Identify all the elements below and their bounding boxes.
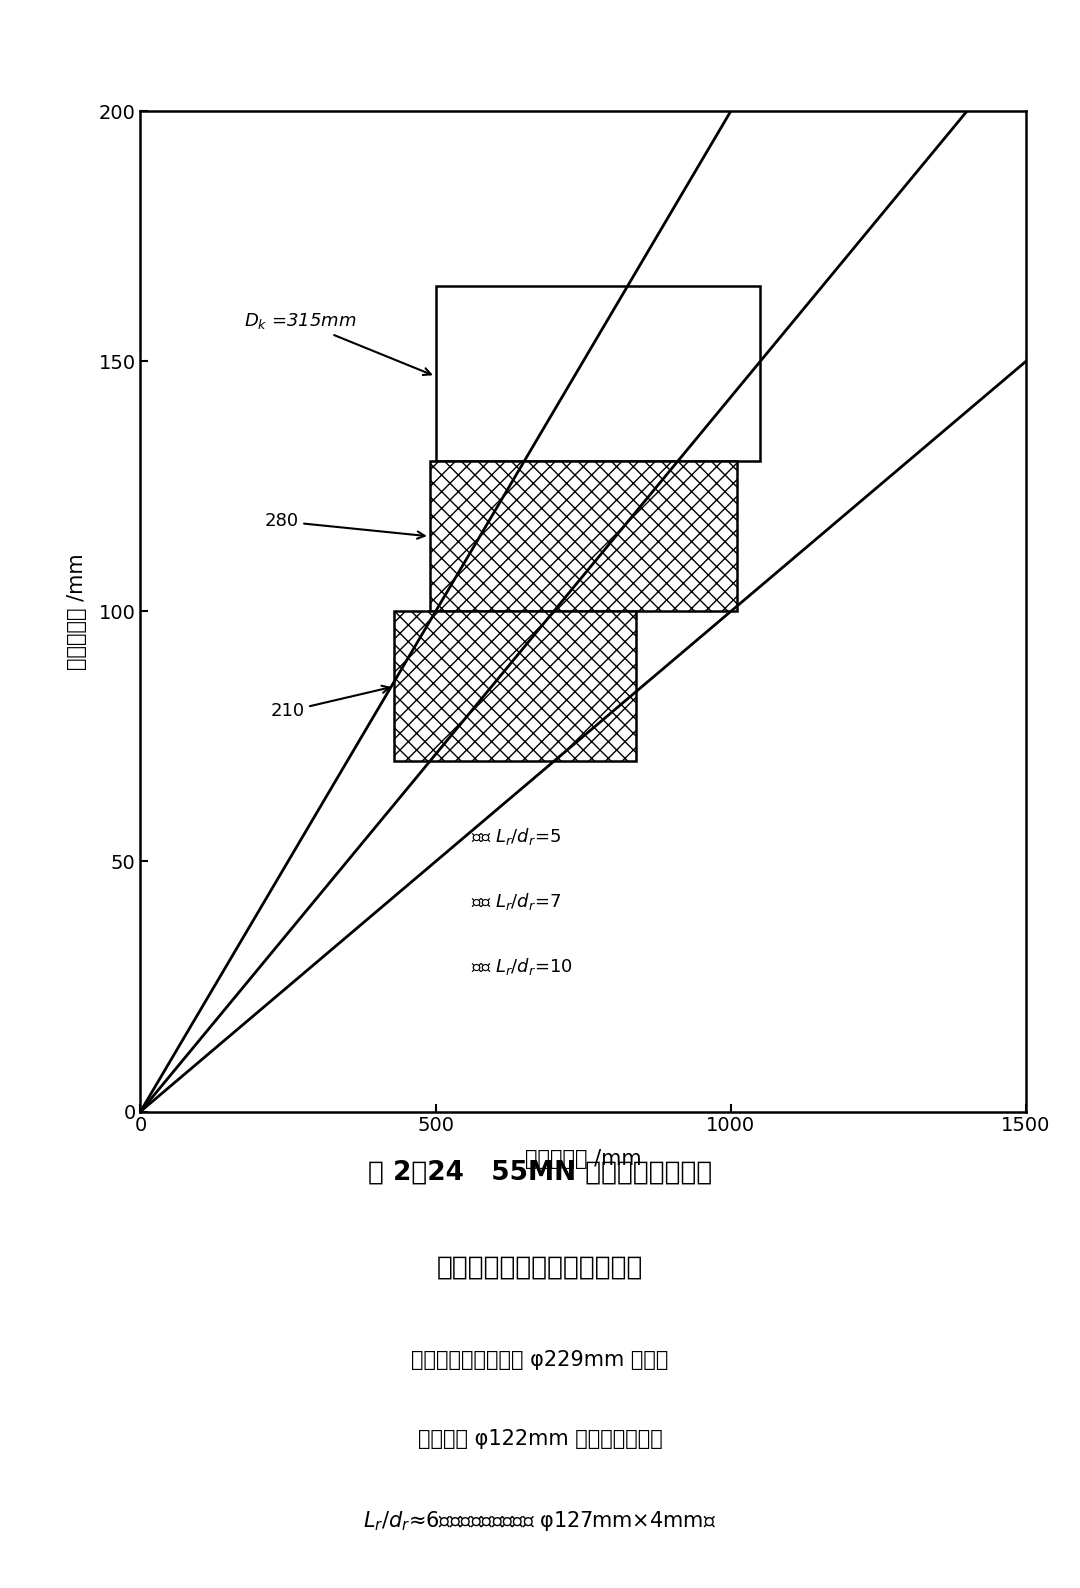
Text: 空孔 $L_r/d_r$=5: 空孔 $L_r/d_r$=5 bbox=[471, 826, 561, 846]
Text: $L_r/d_r$≈6；生产锂管的规格为 φ127mm×4mm）: $L_r/d_r$≈6；生产锂管的规格为 φ127mm×4mm） bbox=[363, 1509, 717, 1532]
Text: 用直径为 φ122mm 的扩孔头扩孔，: 用直径为 φ122mm 的扩孔头扩孔， bbox=[418, 1429, 662, 1450]
Text: （工艺条件：直径为 φ229mm 坘料，: （工艺条件：直径为 φ229mm 坘料， bbox=[411, 1350, 669, 1370]
Text: 图 2－24   55MN 挤压机挤压筒芯棒: 图 2－24 55MN 挤压机挤压筒芯棒 bbox=[368, 1159, 712, 1185]
X-axis label: 空心坘长度 /mm: 空心坘长度 /mm bbox=[525, 1150, 642, 1169]
Text: 扩孔 $L_r/d_r$=10: 扩孔 $L_r/d_r$=10 bbox=[471, 956, 572, 977]
Text: $D_k$ =315mm: $D_k$ =315mm bbox=[244, 311, 431, 375]
Y-axis label: 空孔针直径 /mm: 空孔针直径 /mm bbox=[67, 553, 87, 670]
Bar bbox=[394, 611, 636, 762]
Text: 直径与空心坘长度之间的关系: 直径与空心坘长度之间的关系 bbox=[436, 1255, 644, 1280]
Text: 空孔 $L_r/d_r$=7: 空孔 $L_r/d_r$=7 bbox=[471, 891, 562, 912]
Text: 210: 210 bbox=[270, 686, 389, 721]
Bar bbox=[430, 462, 737, 611]
Text: 280: 280 bbox=[265, 513, 424, 538]
Bar bbox=[435, 286, 760, 461]
